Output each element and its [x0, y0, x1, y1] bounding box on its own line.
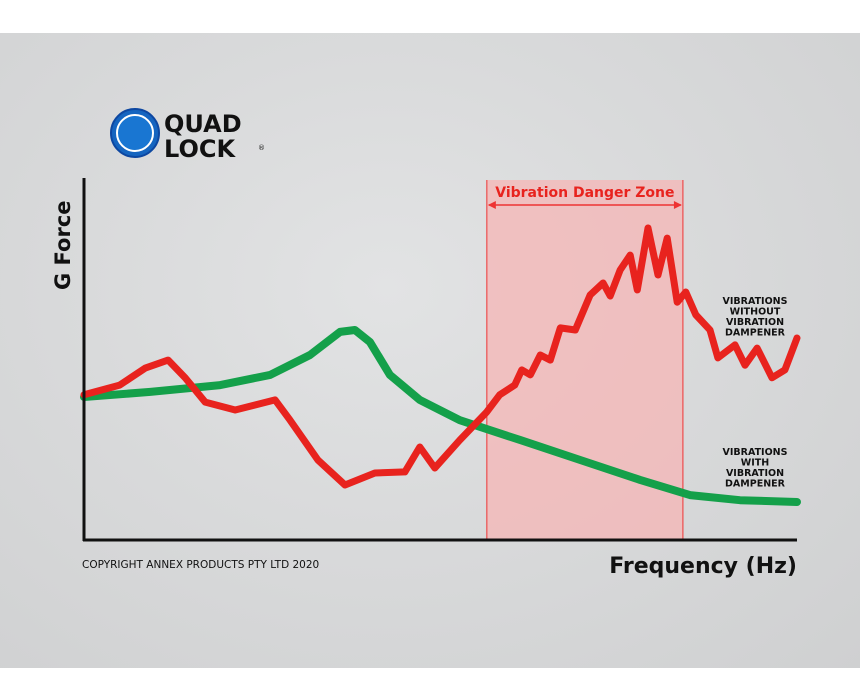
label-with-dampener: VIBRATION	[726, 468, 784, 479]
danger-zone-label: Vibration Danger Zone	[495, 185, 674, 201]
x-axis-label: Frequency (Hz)	[609, 554, 797, 579]
series-line-with-dampener	[80, 326, 801, 506]
copyright-text: COPYRIGHT ANNEX PRODUCTS PTY LTD 2020	[82, 559, 319, 571]
series-line-without-dampener	[80, 224, 801, 489]
logo: QUAD LOCK ®	[110, 108, 265, 163]
label-without-dampener: WITHOUT	[730, 307, 781, 318]
label-without-dampener: VIBRATIONS	[723, 296, 788, 307]
label-with-dampener: VIBRATIONS	[723, 447, 788, 458]
label-without-dampener: DAMPENER	[725, 328, 786, 339]
label-with-dampener: WITH	[741, 458, 769, 469]
logo-inner-ring	[116, 114, 154, 152]
logo-registered-mark: ®	[258, 144, 265, 152]
y-axis-label: G Force	[51, 200, 75, 290]
logo-text-line2: LOCK	[164, 135, 236, 163]
logo-text-line1: QUAD	[164, 110, 242, 138]
label-with-dampener: DAMPENER	[725, 479, 786, 490]
label-without-dampener: VIBRATION	[726, 317, 784, 328]
